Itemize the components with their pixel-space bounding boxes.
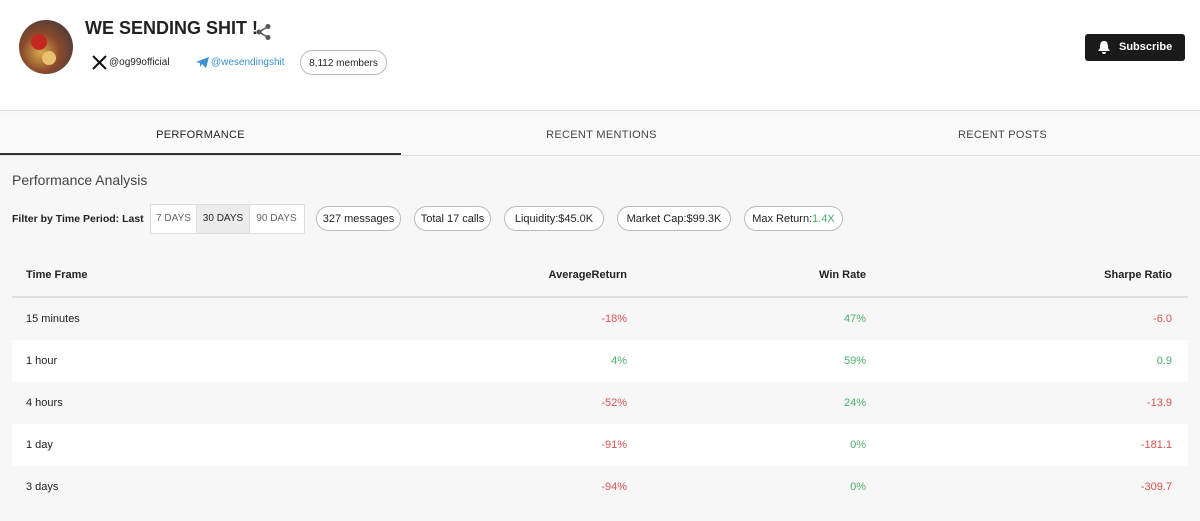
- time-frame: 4 hours: [26, 397, 63, 409]
- metric-value: 0%: [850, 481, 866, 493]
- share-icon[interactable]: [255, 23, 273, 41]
- tab-bar: [0, 116, 1200, 156]
- column-header: Time Frame: [26, 269, 88, 281]
- period-button[interactable]: 30 DAYS: [197, 205, 250, 233]
- subscribe-label: Subscribe: [1119, 41, 1173, 53]
- time-frame: 15 minutes: [26, 313, 80, 325]
- header: [0, 0, 1200, 111]
- members-pill: 8,112 members: [300, 50, 387, 75]
- column-header: AverageReturn: [548, 269, 627, 281]
- avatar: [19, 20, 73, 74]
- period-button[interactable]: 7 DAYS: [151, 205, 197, 233]
- telegram-icon: [196, 57, 209, 68]
- metric-value: -309.7: [1140, 481, 1172, 493]
- period-button[interactable]: 90 DAYS: [256, 213, 297, 224]
- filter-label: Filter by Time Period: Last: [12, 213, 144, 225]
- x-handle[interactable]: @og99official: [109, 57, 170, 68]
- column-header: Sharpe Ratio: [1104, 269, 1172, 281]
- table-row: 3 days -94% 0% -309.7: [12, 466, 1188, 508]
- liquidity-chip: Liquidity:$45.0K: [504, 206, 604, 231]
- time-frame: 3 days: [26, 481, 59, 493]
- metric-value: -6.0: [1153, 313, 1172, 325]
- metric-value: 59%: [843, 355, 866, 367]
- max-return-chip: Max Return:1.4X: [744, 206, 843, 231]
- metric-value: -94%: [601, 481, 627, 493]
- column-header: Win Rate: [819, 269, 866, 281]
- messages-chip: 327 messages: [316, 206, 401, 231]
- section-title: Performance Analysis: [12, 172, 148, 188]
- max-return-label: Max Return:: [752, 213, 813, 225]
- metric-value: -91%: [601, 439, 627, 451]
- tab[interactable]: RECENT MENTIONS: [546, 129, 657, 141]
- tab[interactable]: PERFORMANCE: [0, 116, 401, 155]
- table-header: Time Frame AverageReturn Win Rate Sharpe Ra…: [12, 254, 1188, 298]
- telegram-handle[interactable]: @wesendingshit: [211, 57, 285, 68]
- metric-value: -52%: [601, 397, 627, 409]
- table-row: 1 day -91% 0% -181.1: [12, 424, 1188, 466]
- metric-value: -18%: [601, 313, 627, 325]
- metric-value: 4%: [611, 355, 627, 367]
- performance-table: Time Frame AverageReturn Win Rate Sharpe Ra…: [0, 254, 1200, 521]
- time-frame: 1 day: [26, 439, 53, 451]
- max-return-value: 1.4X: [812, 213, 835, 225]
- market-cap-chip: Market Cap:$99.3K: [617, 206, 731, 231]
- channel-title: WE SENDING SHIT !: [85, 18, 259, 38]
- subscribe-button[interactable]: Subscribe: [1085, 34, 1185, 61]
- table-row: 4 hours -52% 24% -13.9: [12, 382, 1188, 424]
- metric-value: 0.9: [1156, 355, 1172, 367]
- table-row: 1 hour 4% 59% 0.9: [12, 340, 1188, 382]
- x-icon: [92, 55, 107, 70]
- time-frame: 1 hour: [26, 355, 58, 367]
- bell-icon: [1098, 41, 1110, 54]
- metric-value: -13.9: [1146, 397, 1172, 409]
- table-row: 15 minutes -18% 47% -6.0: [12, 298, 1188, 340]
- metric-value: 24%: [843, 397, 866, 409]
- metric-value: -181.1: [1140, 439, 1172, 451]
- metric-value: 0%: [850, 439, 866, 451]
- tab[interactable]: RECENT POSTS: [958, 129, 1047, 141]
- metric-value: 47%: [843, 313, 866, 325]
- calls-chip: Total 17 calls: [414, 206, 491, 231]
